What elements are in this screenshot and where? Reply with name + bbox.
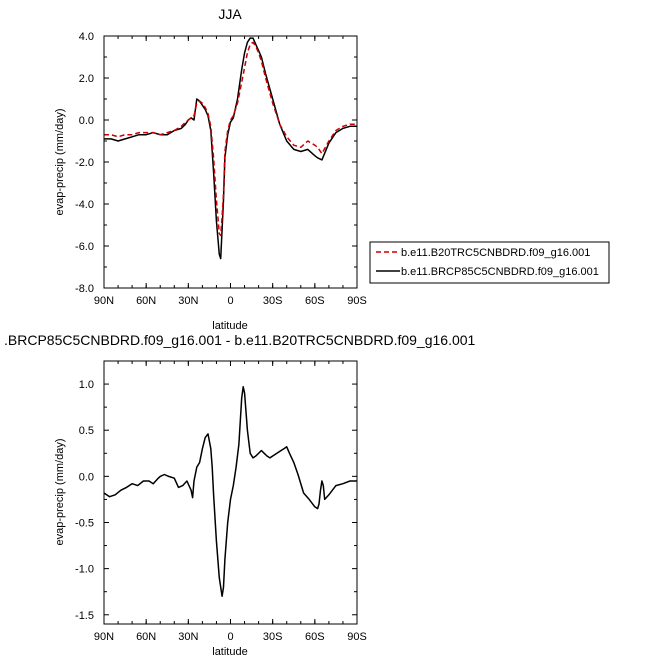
y-tick-label: 1.0: [79, 379, 94, 391]
y-axis-label: evap-precip (mm/day): [54, 109, 66, 216]
series-line-0: [104, 41, 357, 237]
y-tick-label: -4.0: [75, 199, 94, 211]
x-tick-label: 0: [227, 295, 233, 307]
legend-entry-0: b.e11.B20TRC5CNBDRD.f09_g16.001: [401, 247, 590, 259]
plot-frame: [103, 35, 358, 289]
x-tick-label: 30N: [178, 631, 198, 643]
y-tick-label: -2.0: [75, 157, 94, 169]
y-tick-label: -0.5: [75, 517, 94, 529]
x-tick-label: 60N: [136, 295, 156, 307]
x-axis-label: latitude: [212, 320, 247, 332]
y-tick-label: -1.0: [75, 564, 94, 576]
x-tick-label: 30S: [263, 295, 283, 307]
chart-title: JJA: [218, 6, 242, 22]
plot-frame: [103, 360, 358, 625]
x-axis-label: latitude: [212, 646, 247, 658]
y-axis-label: evap-precip (mm/day): [54, 439, 66, 546]
y-tick-label: 0.0: [79, 115, 94, 127]
y-tick-label: 0.5: [79, 425, 94, 437]
y-tick-label: 0.0: [79, 471, 94, 483]
x-tick-label: 30N: [178, 295, 198, 307]
chart-panel-bottom: .BRCP85C5CNBDRD.f09_g16.001 - b.e11.B20T…: [4, 332, 476, 658]
x-tick-label: 90N: [94, 295, 114, 307]
series-line-0: [103, 386, 357, 598]
legend: b.e11.B20TRC5CNBDRD.f09_g16.001 b.e11.BR…: [369, 241, 610, 284]
y-tick-label: -1.5: [75, 610, 94, 622]
legend-box: [369, 241, 610, 284]
x-tick-label: 0: [227, 631, 233, 643]
x-tick-label: 90S: [347, 295, 367, 307]
y-tick-label: 4.0: [79, 31, 94, 43]
y-tick-label: 2.0: [79, 73, 94, 85]
chart-panel-top: JJA 90N 60N 30N 0 30S 60S 90S -8.0 -6.0 -4.0 -2.0 0…: [54, 6, 610, 332]
x-tick-label: 60S: [305, 631, 325, 643]
series-line-1: [104, 37, 357, 260]
chart-title: .BRCP85C5CNBDRD.f09_g16.001 - b.e11.B20T…: [4, 332, 476, 348]
x-tick-label: 60N: [136, 631, 156, 643]
x-tick-label: 30S: [263, 631, 283, 643]
x-tick-label: 60S: [305, 295, 325, 307]
legend-entry-1: b.e11.BRCP85C5CNBDRD.f09_g16.001: [401, 266, 599, 278]
x-tick-label: 90S: [347, 631, 367, 643]
y-tick-label: -8.0: [75, 283, 94, 295]
x-tick-label: 90N: [94, 631, 114, 643]
y-tick-label: -6.0: [75, 241, 94, 253]
